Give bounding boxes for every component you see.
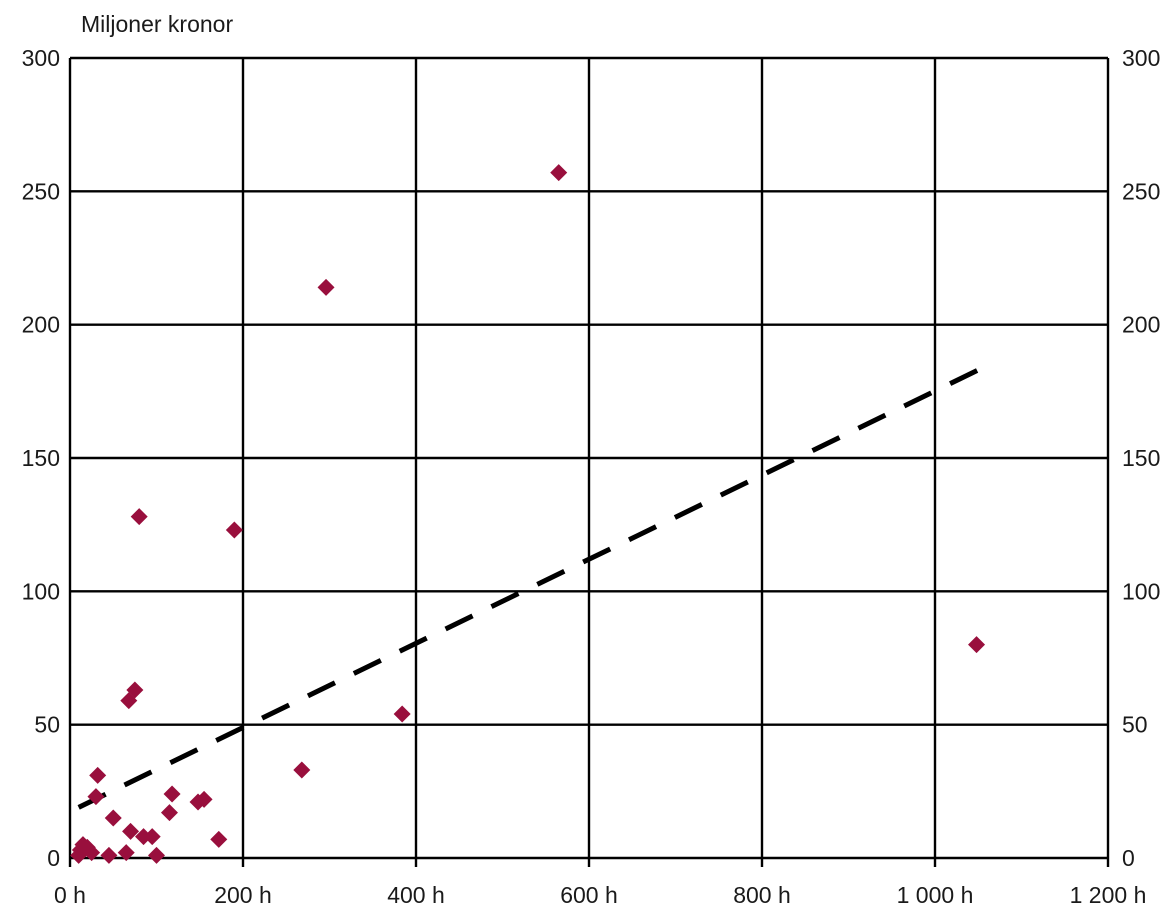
data-point <box>317 278 335 296</box>
y-tick-label-left: 250 <box>22 178 60 204</box>
data-point <box>83 844 101 862</box>
x-tick-label: 400 h <box>387 882 445 908</box>
x-tick-label: 200 h <box>214 882 272 908</box>
x-tick-label: 600 h <box>560 882 618 908</box>
y-axis-unit-label: Miljoner kronor <box>81 11 233 37</box>
trendline <box>77 367 980 810</box>
data-point <box>293 761 311 779</box>
labels-layer: Miljoner kronor 0 h 200 h 400 h 600 h 800 h 1… <box>22 11 1161 908</box>
data-point <box>104 809 122 827</box>
y-tick-label-left: 100 <box>22 578 60 604</box>
y-tick-label-right: 0 <box>1122 845 1135 871</box>
trendline-layer <box>77 367 980 810</box>
data-point <box>122 822 140 840</box>
data-point <box>163 785 181 803</box>
y-tick-label-left: 50 <box>34 712 60 738</box>
data-point <box>225 521 243 539</box>
data-point <box>550 164 568 182</box>
points-layer <box>70 164 986 864</box>
y-tick-label-right: 200 <box>1122 312 1160 338</box>
data-point <box>393 705 411 723</box>
data-point <box>968 636 986 654</box>
y-tick-label-left: 150 <box>22 445 60 471</box>
x-tick-label: 1 200 h <box>1070 882 1147 908</box>
data-point <box>148 846 165 864</box>
data-point <box>100 846 118 864</box>
y-tick-label-right: 100 <box>1122 578 1160 604</box>
x-tick-label: 800 h <box>733 882 791 908</box>
data-point <box>160 804 178 822</box>
y-tick-label-right: 300 <box>1122 45 1160 71</box>
y-tick-label-right: 250 <box>1122 178 1160 204</box>
data-point <box>135 828 153 846</box>
y-tick-label-right: 50 <box>1122 712 1148 738</box>
data-point <box>143 828 161 846</box>
grid-layer <box>68 56 1110 867</box>
data-point <box>87 788 105 806</box>
y-tick-label-left: 200 <box>22 312 60 338</box>
data-point <box>117 844 135 862</box>
data-point <box>130 508 148 526</box>
y-tick-label-right: 150 <box>1122 445 1160 471</box>
y-tick-label-left: 0 <box>47 845 60 871</box>
x-tick-label: 0 h <box>54 882 86 908</box>
x-tick-label: 1 000 h <box>897 882 974 908</box>
data-point <box>210 830 228 848</box>
data-point <box>89 766 107 784</box>
data-point <box>126 681 144 699</box>
y-tick-label-left: 300 <box>22 45 60 71</box>
data-point <box>195 790 213 808</box>
